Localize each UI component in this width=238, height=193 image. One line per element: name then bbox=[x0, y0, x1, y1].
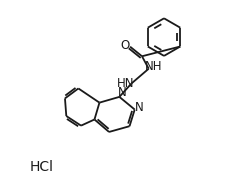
Text: HN: HN bbox=[117, 77, 134, 90]
Text: NH: NH bbox=[145, 60, 162, 73]
Text: N: N bbox=[118, 86, 127, 99]
Text: O: O bbox=[121, 39, 130, 52]
Text: N: N bbox=[135, 102, 144, 114]
Text: HCl: HCl bbox=[30, 160, 53, 174]
